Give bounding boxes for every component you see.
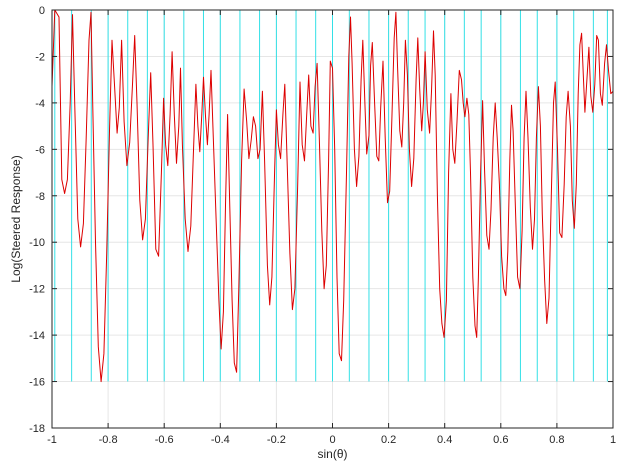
y-axis-label: Log(Steered Response) bbox=[9, 155, 23, 282]
x-tick-label: 0.8 bbox=[549, 434, 564, 446]
y-tick-label: -10 bbox=[29, 237, 45, 249]
x-tick-label: -0.4 bbox=[211, 434, 230, 446]
x-tick-label: 1 bbox=[610, 434, 616, 446]
x-tick-label: 0.4 bbox=[437, 434, 452, 446]
y-tick-label: -14 bbox=[29, 330, 45, 342]
y-tick-label: -2 bbox=[35, 51, 45, 63]
y-tick-label: -18 bbox=[29, 423, 45, 435]
x-tick-label: 0.2 bbox=[381, 434, 396, 446]
x-tick-label: 0.6 bbox=[493, 434, 508, 446]
y-tick-label: -6 bbox=[35, 144, 45, 156]
plot-area bbox=[51, 9, 614, 429]
y-tick-label: 0 bbox=[39, 5, 45, 17]
x-tick-label: -1 bbox=[47, 434, 57, 446]
y-axis-ticks: 0 -2 -4 -6 -8 -10 -12 -14 -16 -18 bbox=[29, 5, 613, 435]
y-tick-label: -12 bbox=[29, 284, 45, 296]
y-tick-label: -16 bbox=[29, 377, 45, 389]
x-axis-ticks: -1 -0.8 -0.6 -0.4 -0.2 0 0.2 0.4 0.6 0.8 1 bbox=[47, 10, 616, 446]
x-tick-label: -0.2 bbox=[267, 434, 286, 446]
x-tick-label: -0.6 bbox=[155, 434, 174, 446]
x-tick-label: 0 bbox=[329, 434, 335, 446]
x-axis-label: sin(θ) bbox=[317, 447, 347, 461]
x-tick-label: -0.8 bbox=[99, 434, 118, 446]
steered-response-line bbox=[51, 9, 614, 383]
y-tick-label: -4 bbox=[35, 98, 45, 110]
y-tick-label: -8 bbox=[35, 191, 45, 203]
